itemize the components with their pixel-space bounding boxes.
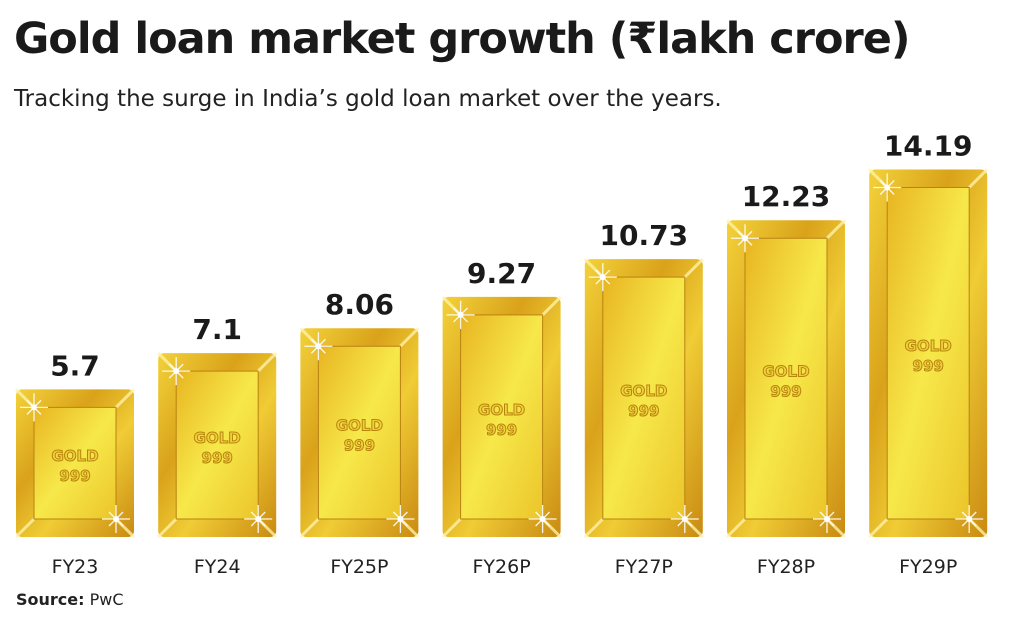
bar-stamp-gold: GOLD bbox=[336, 417, 383, 435]
bar-stamp-999: 999 bbox=[770, 383, 801, 401]
bar-stamp-gold: GOLD bbox=[194, 429, 241, 447]
bar-bevel bbox=[725, 219, 847, 539]
bar-bevel bbox=[299, 327, 420, 539]
category-label: FY29P bbox=[899, 556, 957, 578]
source-note: Source: PwC bbox=[16, 590, 124, 609]
gold-bar-face bbox=[460, 314, 544, 520]
value-label: 10.73 bbox=[600, 219, 689, 252]
bar-group: GOLD 999 10.73 FY27P bbox=[583, 219, 704, 578]
value-label: 7.1 bbox=[192, 313, 242, 346]
bar-stamp-999: 999 bbox=[486, 421, 517, 439]
gold-bar-face bbox=[33, 406, 117, 520]
sparkle-center bbox=[31, 404, 37, 411]
gold-bar-face bbox=[744, 237, 828, 520]
category-label: FY25P bbox=[330, 556, 388, 578]
sparkle-center bbox=[173, 368, 180, 375]
bar-stamp-gold: GOLD bbox=[620, 382, 667, 400]
sparkle-center bbox=[113, 516, 119, 522]
value-label: 5.7 bbox=[50, 349, 100, 382]
bar-stamp-999: 999 bbox=[628, 402, 659, 420]
bar-stamp-999: 999 bbox=[913, 357, 944, 375]
gold-bar-face bbox=[602, 276, 686, 520]
bar-group: GOLD 999 12.23 FY28P bbox=[725, 180, 847, 578]
source-label: Source: bbox=[16, 590, 85, 609]
chart-subtitle: Tracking the surge in India’s gold loan … bbox=[14, 86, 722, 112]
bar-stamp-999: 999 bbox=[202, 449, 233, 467]
gold-bar-face bbox=[175, 370, 259, 520]
gold-bar-face bbox=[886, 186, 970, 520]
bar-stamp-999: 999 bbox=[59, 467, 90, 485]
value-label: 9.27 bbox=[467, 257, 536, 290]
bar-bevel bbox=[868, 168, 989, 539]
sparkle-center bbox=[966, 516, 973, 522]
value-label: 12.23 bbox=[742, 180, 831, 213]
sparkle-center bbox=[255, 516, 262, 522]
sparkle-center bbox=[884, 184, 891, 191]
sparkle-center bbox=[457, 311, 464, 318]
value-label: 8.06 bbox=[325, 288, 394, 321]
category-label: FY23 bbox=[52, 556, 99, 578]
bar-group: GOLD 999 8.06 FY25P bbox=[299, 288, 420, 578]
bar-group: GOLD 999 14.19 FY29P bbox=[868, 129, 989, 578]
bar-bevel bbox=[157, 352, 278, 539]
sparkle-center bbox=[315, 343, 322, 350]
bar-group: GOLD 999 5.7 FY23 bbox=[14, 349, 136, 578]
bar-bevel bbox=[441, 295, 562, 539]
sparkle-center bbox=[742, 235, 748, 242]
chart-title: Gold loan market growth (₹lakh crore) bbox=[14, 14, 911, 64]
bar-bevel bbox=[583, 258, 704, 539]
bar-stamp-gold: GOLD bbox=[905, 337, 952, 355]
category-label: FY26P bbox=[473, 556, 531, 578]
bar-group: GOLD 999 9.27 FY26P bbox=[441, 257, 562, 578]
gold-bar-face bbox=[317, 345, 401, 520]
category-label: FY24 bbox=[194, 556, 241, 578]
bar-group: GOLD 999 7.1 FY24 bbox=[157, 313, 278, 578]
bar-stamp-gold: GOLD bbox=[762, 363, 809, 381]
sparkle-center bbox=[539, 516, 546, 522]
sparkle-center bbox=[681, 516, 688, 522]
bar-stamp-gold: GOLD bbox=[51, 447, 98, 465]
bar-bevel bbox=[14, 388, 136, 539]
category-label: FY28P bbox=[757, 556, 815, 578]
sparkle-center bbox=[599, 274, 606, 281]
source-value: PwC bbox=[89, 590, 124, 609]
sparkle-center bbox=[824, 516, 830, 522]
sparkle-center bbox=[397, 516, 404, 522]
category-label: FY27P bbox=[615, 556, 673, 578]
bar-stamp-gold: GOLD bbox=[478, 401, 525, 419]
bar-stamp-999: 999 bbox=[344, 437, 375, 455]
value-label: 14.19 bbox=[884, 129, 973, 162]
